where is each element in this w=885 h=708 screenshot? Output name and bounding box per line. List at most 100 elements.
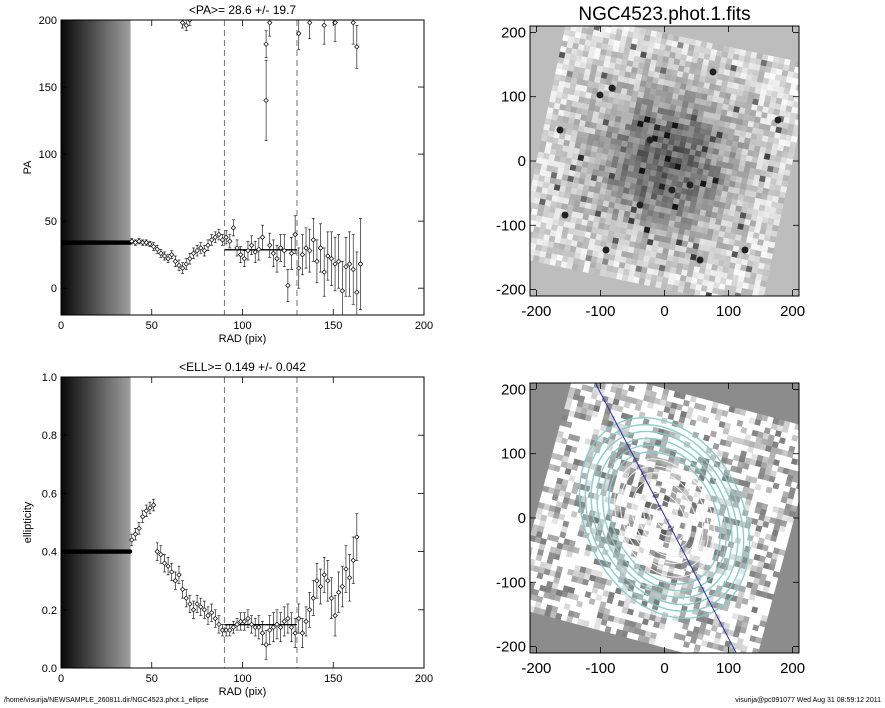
pixel bbox=[615, 110, 624, 118]
pixel bbox=[698, 52, 706, 60]
pixel bbox=[644, 542, 652, 550]
pixel bbox=[568, 586, 576, 595]
pixel bbox=[624, 123, 632, 131]
pixel bbox=[649, 227, 657, 235]
point-marker bbox=[187, 255, 193, 262]
pixel bbox=[790, 458, 799, 466]
pixel bbox=[687, 265, 695, 273]
pixel bbox=[633, 247, 641, 255]
pixel bbox=[652, 182, 661, 190]
point-marker bbox=[350, 557, 356, 564]
data-point bbox=[354, 513, 360, 561]
pixel bbox=[554, 459, 563, 467]
pixel bbox=[650, 408, 659, 417]
pixel bbox=[579, 172, 587, 180]
pixel bbox=[742, 90, 750, 98]
pixel bbox=[626, 89, 634, 97]
pixel bbox=[746, 622, 755, 631]
data-point bbox=[292, 618, 298, 648]
shaded-strip bbox=[91, 377, 95, 668]
pixel bbox=[669, 104, 677, 112]
pixel bbox=[689, 38, 697, 46]
point-marker bbox=[190, 607, 197, 613]
pixel bbox=[658, 130, 666, 138]
pixel bbox=[801, 86, 808, 93]
pixel bbox=[784, 111, 792, 119]
pixel bbox=[564, 556, 572, 564]
pixel bbox=[671, 203, 679, 211]
pixel bbox=[530, 594, 538, 602]
pixel bbox=[674, 163, 682, 171]
pixel bbox=[674, 192, 682, 200]
pixel bbox=[737, 112, 745, 120]
pixel bbox=[699, 622, 708, 630]
pixel bbox=[563, 58, 571, 66]
pixel bbox=[739, 49, 747, 57]
pixel bbox=[648, 614, 657, 622]
data-point bbox=[237, 246, 244, 264]
pixel bbox=[648, 93, 656, 102]
pixel bbox=[535, 186, 543, 194]
pixel bbox=[530, 540, 535, 548]
pixel bbox=[578, 96, 586, 104]
pixel bbox=[711, 264, 719, 272]
pixel bbox=[683, 200, 692, 208]
pixel bbox=[588, 621, 596, 629]
pixel bbox=[518, 241, 525, 248]
pixel bbox=[758, 233, 766, 241]
pixel bbox=[753, 203, 761, 211]
pixel bbox=[551, 558, 560, 567]
pixel bbox=[614, 63, 622, 71]
pixel bbox=[773, 161, 781, 169]
pixel bbox=[745, 131, 753, 139]
pixel bbox=[539, 198, 547, 206]
pixel bbox=[662, 189, 671, 198]
pixel bbox=[746, 469, 754, 478]
pixel bbox=[590, 569, 598, 577]
pixel-mosaic bbox=[518, 26, 808, 296]
data-point bbox=[299, 234, 306, 276]
pixel bbox=[712, 229, 720, 237]
pixel bbox=[615, 139, 623, 147]
pixel bbox=[692, 561, 700, 569]
data-point bbox=[241, 612, 248, 631]
data-point bbox=[350, 20, 356, 45]
pixel bbox=[735, 619, 744, 628]
pixel bbox=[658, 101, 666, 109]
pixel bbox=[774, 103, 782, 111]
pixel bbox=[556, 430, 565, 439]
pixel bbox=[672, 116, 680, 124]
pixel bbox=[624, 419, 632, 427]
pixel bbox=[654, 37, 662, 45]
pixel bbox=[763, 538, 771, 547]
pixel bbox=[614, 610, 622, 619]
pixel bbox=[722, 45, 730, 53]
point-marker bbox=[339, 288, 346, 294]
pixel bbox=[694, 444, 702, 452]
pixel bbox=[736, 281, 744, 289]
pixel bbox=[549, 177, 557, 185]
data-point bbox=[248, 615, 255, 634]
pixel bbox=[611, 132, 619, 140]
pixel bbox=[786, 498, 794, 506]
pixel bbox=[552, 79, 560, 87]
pixel bbox=[628, 491, 637, 499]
pixel bbox=[709, 477, 717, 485]
pixel bbox=[695, 226, 704, 234]
pixel bbox=[538, 520, 547, 528]
data-point bbox=[317, 223, 324, 273]
pixel bbox=[637, 393, 645, 401]
pixel bbox=[579, 201, 587, 209]
pixel bbox=[599, 577, 608, 585]
pixel bbox=[593, 26, 601, 32]
pixel bbox=[662, 388, 670, 396]
pixel bbox=[751, 429, 759, 438]
pixel bbox=[670, 490, 678, 498]
pixel bbox=[752, 179, 760, 188]
pixel bbox=[583, 396, 591, 405]
pixel bbox=[622, 560, 630, 568]
pixel bbox=[572, 66, 581, 74]
pixel bbox=[626, 141, 634, 149]
shaded-strip bbox=[91, 20, 95, 315]
